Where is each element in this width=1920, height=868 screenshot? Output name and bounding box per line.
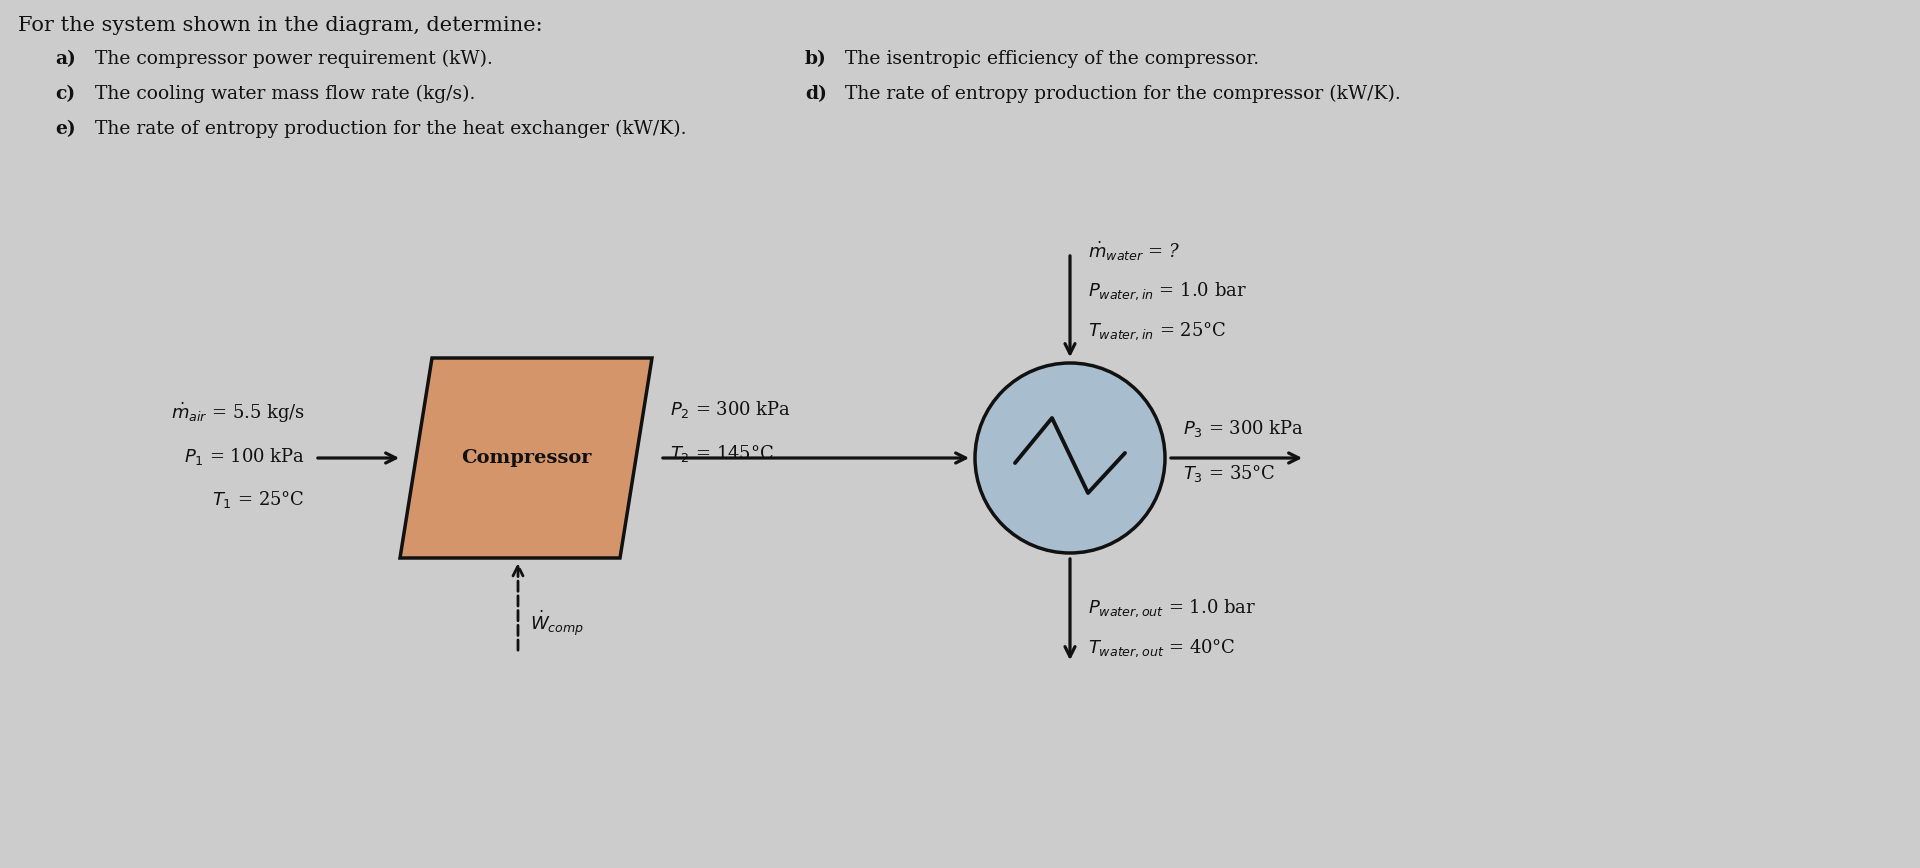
Text: $\dot{W}_{comp}$: $\dot{W}_{comp}$ [530, 608, 584, 638]
Text: a): a) [56, 50, 75, 68]
Circle shape [975, 363, 1165, 553]
Text: c): c) [56, 85, 75, 103]
Text: The rate of entropy production for the heat exchanger (kW/K).: The rate of entropy production for the h… [94, 120, 687, 138]
Text: $\dot{m}_{water}$ = ?: $\dot{m}_{water}$ = ? [1089, 240, 1181, 263]
Text: $T_2$ = 145°C: $T_2$ = 145°C [670, 443, 774, 464]
Text: $P_3$ = 300 kPa: $P_3$ = 300 kPa [1183, 418, 1304, 438]
Text: $P_{water,in}$ = 1.0 bar: $P_{water,in}$ = 1.0 bar [1089, 280, 1246, 302]
Text: $T_{water,out}$ = 40°C: $T_{water,out}$ = 40°C [1089, 637, 1236, 659]
Text: The cooling water mass flow rate (kg/s).: The cooling water mass flow rate (kg/s). [94, 85, 488, 103]
Text: The isentropic efficiency of the compressor.: The isentropic efficiency of the compres… [845, 50, 1260, 68]
Text: The rate of entropy production for the compressor (kW/K).: The rate of entropy production for the c… [845, 85, 1402, 103]
Text: $T_3$ = 35°C: $T_3$ = 35°C [1183, 463, 1275, 483]
Text: b): b) [804, 50, 828, 68]
Text: Compressor: Compressor [461, 449, 591, 467]
Text: $P_1$ = 100 kPa: $P_1$ = 100 kPa [184, 445, 305, 466]
Polygon shape [399, 358, 653, 558]
Text: $P_2$ = 300 kPa: $P_2$ = 300 kPa [670, 399, 791, 420]
Text: $T_1$ = 25°C: $T_1$ = 25°C [213, 490, 305, 510]
Text: For the system shown in the diagram, determine:: For the system shown in the diagram, det… [17, 16, 543, 35]
Text: e): e) [56, 120, 75, 138]
Text: $\dot{m}_{air}$ = 5.5 kg/s: $\dot{m}_{air}$ = 5.5 kg/s [171, 401, 305, 425]
Text: d): d) [804, 85, 828, 103]
Text: The compressor power requirement (kW).: The compressor power requirement (kW). [94, 50, 505, 69]
Text: $T_{water,in}$ = 25°C: $T_{water,in}$ = 25°C [1089, 320, 1227, 342]
Text: $P_{water,out}$ = 1.0 bar: $P_{water,out}$ = 1.0 bar [1089, 597, 1256, 619]
